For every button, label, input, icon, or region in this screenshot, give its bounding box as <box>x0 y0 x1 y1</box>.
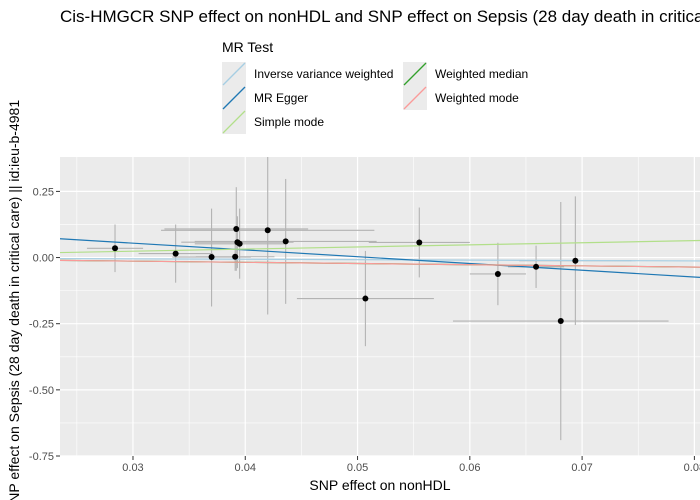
y-axis-label: SNP effect on Sepsis (28 day death in cr… <box>6 100 22 500</box>
data-point <box>208 254 215 261</box>
x-tick-label: 0.05 <box>347 462 368 474</box>
data-point <box>494 270 501 277</box>
x-tick-label: 0.03 <box>122 462 143 474</box>
legend-key-weighted-mode <box>403 86 427 110</box>
data-point <box>282 238 289 245</box>
x-tick-label: 0.04 <box>235 462 256 474</box>
y-tick-label: -0.75 <box>29 451 54 463</box>
plot-marks <box>60 157 700 441</box>
y-tick-label: 0.00 <box>33 253 54 265</box>
legend-key-egger <box>222 86 246 110</box>
mr-line-2 <box>60 239 700 254</box>
data-point <box>264 227 271 234</box>
data-point <box>233 225 240 232</box>
y-tick-label: -0.50 <box>29 385 54 397</box>
y-tick-label: -0.25 <box>29 319 54 331</box>
legend-title: MR Test <box>222 39 273 55</box>
gridlines <box>60 157 700 457</box>
data-point <box>112 245 119 252</box>
data-point <box>232 253 239 260</box>
legend-key-weighted-median <box>403 62 427 86</box>
y-tick-label: 0.25 <box>33 186 54 198</box>
legend-label-weighted-mode: Weighted mode <box>435 91 519 105</box>
legend-label-weighted-median: Weighted median <box>435 67 528 81</box>
mr-line-4 <box>60 259 700 268</box>
x-axis-label: SNP effect on nonHDL <box>309 477 450 493</box>
data-point <box>362 295 369 302</box>
y-axis: 0.25 0.00 -0.25 -0.50 -0.75 <box>29 186 60 463</box>
mr-line-1 <box>60 238 700 278</box>
chart-title: Cis-HMGCR SNP effect on nonHDL and SNP e… <box>60 7 700 26</box>
x-tick-label: 0.06 <box>459 462 480 474</box>
x-tick-label: 0.07 <box>571 462 592 474</box>
plot-panel <box>60 157 700 456</box>
data-point <box>172 250 179 257</box>
data-point <box>416 239 423 246</box>
x-axis: 0.03 0.04 0.05 0.06 0.07 0.08 <box>122 456 700 474</box>
legend: MR Test Inverse variance weighted MR Egg… <box>222 39 528 134</box>
legend-key-ivw <box>222 62 246 86</box>
legend-label-ivw: Inverse variance weighted <box>254 67 393 81</box>
mr-line-0 <box>60 257 700 262</box>
data-point <box>557 318 564 325</box>
x-tick-label: 0.08 <box>684 462 700 474</box>
legend-key-simple-mode <box>222 110 246 134</box>
legend-label-simple-mode: Simple mode <box>254 115 324 129</box>
data-point <box>533 263 540 270</box>
data-point <box>572 257 579 264</box>
legend-label-egger: MR Egger <box>254 91 308 105</box>
data-point <box>236 240 243 247</box>
